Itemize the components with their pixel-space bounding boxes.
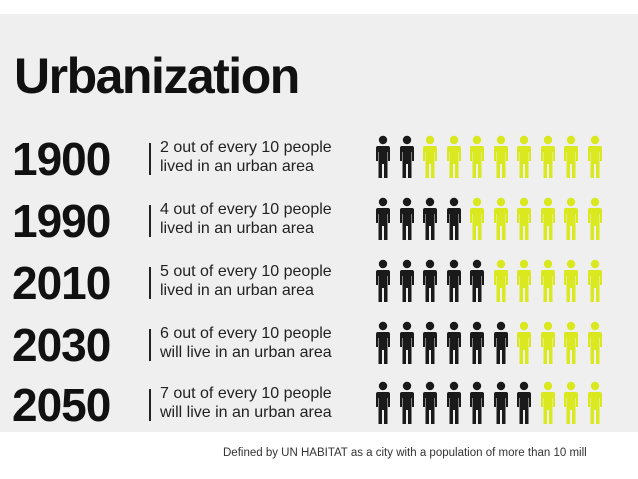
description-line-1: 7 out of every 10 people bbox=[160, 385, 332, 402]
row-description: 5 out of every 10 people lived in an urb… bbox=[160, 262, 332, 300]
people-pictogram bbox=[375, 321, 638, 369]
description-line-1: 2 out of every 10 people bbox=[160, 139, 332, 156]
footnote: Defined by UN HABITAT as a city with a p… bbox=[223, 447, 587, 459]
rural-person-icon bbox=[469, 135, 493, 183]
rural-person-icon bbox=[516, 135, 540, 183]
urban-person-icon bbox=[469, 259, 493, 307]
rural-person-icon bbox=[516, 321, 540, 369]
rural-person-icon bbox=[563, 135, 587, 183]
urban-person-icon bbox=[422, 381, 446, 429]
row-description: 7 out of every 10 people will live in an… bbox=[160, 384, 332, 422]
rural-person-icon bbox=[563, 197, 587, 245]
rural-person-icon bbox=[540, 135, 564, 183]
row-description: 6 out of every 10 people will live in an… bbox=[160, 324, 332, 362]
rural-person-icon bbox=[516, 197, 540, 245]
description-line-1: 6 out of every 10 people bbox=[160, 325, 332, 342]
urban-person-icon bbox=[469, 321, 493, 369]
separator-bar bbox=[149, 267, 151, 299]
people-pictogram bbox=[375, 259, 638, 307]
rural-person-icon bbox=[493, 135, 517, 183]
year-row: 2050 7 out of every 10 people will live … bbox=[0, 378, 638, 432]
description-line-1: 5 out of every 10 people bbox=[160, 263, 332, 280]
urban-person-icon bbox=[446, 381, 470, 429]
urban-person-icon bbox=[422, 321, 446, 369]
separator-bar bbox=[149, 205, 151, 237]
description-line-2: lived in an urban area bbox=[160, 282, 314, 299]
rural-person-icon bbox=[540, 197, 564, 245]
urban-person-icon bbox=[399, 259, 423, 307]
separator-bar bbox=[149, 329, 151, 361]
rural-person-icon bbox=[446, 135, 470, 183]
rural-person-icon bbox=[493, 197, 517, 245]
rural-person-icon bbox=[493, 259, 517, 307]
description-line-2: will live in an urban area bbox=[160, 404, 332, 421]
urban-person-icon bbox=[516, 381, 540, 429]
urban-person-icon bbox=[422, 259, 446, 307]
rural-person-icon bbox=[540, 259, 564, 307]
year-label: 1990 bbox=[12, 195, 111, 247]
people-pictogram bbox=[375, 197, 638, 245]
description-line-1: 4 out of every 10 people bbox=[160, 201, 332, 218]
rural-person-icon bbox=[563, 321, 587, 369]
infographic-slide: Urbanization 1900 2 out of every 10 peop… bbox=[0, 14, 638, 432]
urban-person-icon bbox=[375, 321, 399, 369]
rural-person-icon bbox=[587, 197, 611, 245]
row-description: 4 out of every 10 people lived in an urb… bbox=[160, 200, 332, 238]
year-row: 1990 4 out of every 10 people lived in a… bbox=[0, 194, 638, 250]
description-line-2: lived in an urban area bbox=[160, 220, 314, 237]
year-label: 2050 bbox=[12, 379, 111, 431]
urban-person-icon bbox=[469, 381, 493, 429]
rural-person-icon bbox=[563, 381, 587, 429]
people-pictogram bbox=[375, 381, 638, 429]
urban-person-icon bbox=[375, 381, 399, 429]
rural-person-icon bbox=[540, 381, 564, 429]
urban-person-icon bbox=[399, 321, 423, 369]
urban-person-icon bbox=[493, 321, 517, 369]
urban-person-icon bbox=[375, 135, 399, 183]
separator-bar bbox=[149, 143, 151, 175]
rural-person-icon bbox=[516, 259, 540, 307]
urban-person-icon bbox=[375, 197, 399, 245]
urban-person-icon bbox=[399, 135, 423, 183]
rural-person-icon bbox=[587, 135, 611, 183]
rural-person-icon bbox=[587, 321, 611, 369]
rural-person-icon bbox=[587, 259, 611, 307]
description-line-2: will live in an urban area bbox=[160, 344, 332, 361]
separator-bar bbox=[149, 389, 151, 421]
urban-person-icon bbox=[446, 197, 470, 245]
year-row: 2010 5 out of every 10 people lived in a… bbox=[0, 256, 638, 312]
rural-person-icon bbox=[563, 259, 587, 307]
year-row: 1900 2 out of every 10 people lived in a… bbox=[0, 132, 638, 188]
page-title: Urbanization bbox=[14, 48, 300, 104]
year-label: 1900 bbox=[12, 133, 111, 185]
urban-person-icon bbox=[422, 197, 446, 245]
description-line-2: lived in an urban area bbox=[160, 158, 314, 175]
urban-person-icon bbox=[399, 197, 423, 245]
rural-person-icon bbox=[422, 135, 446, 183]
year-row: 2030 6 out of every 10 people will live … bbox=[0, 318, 638, 374]
rural-person-icon bbox=[469, 197, 493, 245]
rural-person-icon bbox=[587, 381, 611, 429]
year-label: 2010 bbox=[12, 257, 111, 309]
urban-person-icon bbox=[446, 321, 470, 369]
rural-person-icon bbox=[540, 321, 564, 369]
people-pictogram bbox=[375, 135, 638, 183]
year-label: 2030 bbox=[12, 319, 111, 371]
urban-person-icon bbox=[493, 381, 517, 429]
urban-person-icon bbox=[375, 259, 399, 307]
urban-person-icon bbox=[399, 381, 423, 429]
urban-person-icon bbox=[446, 259, 470, 307]
row-description: 2 out of every 10 people lived in an urb… bbox=[160, 138, 332, 176]
